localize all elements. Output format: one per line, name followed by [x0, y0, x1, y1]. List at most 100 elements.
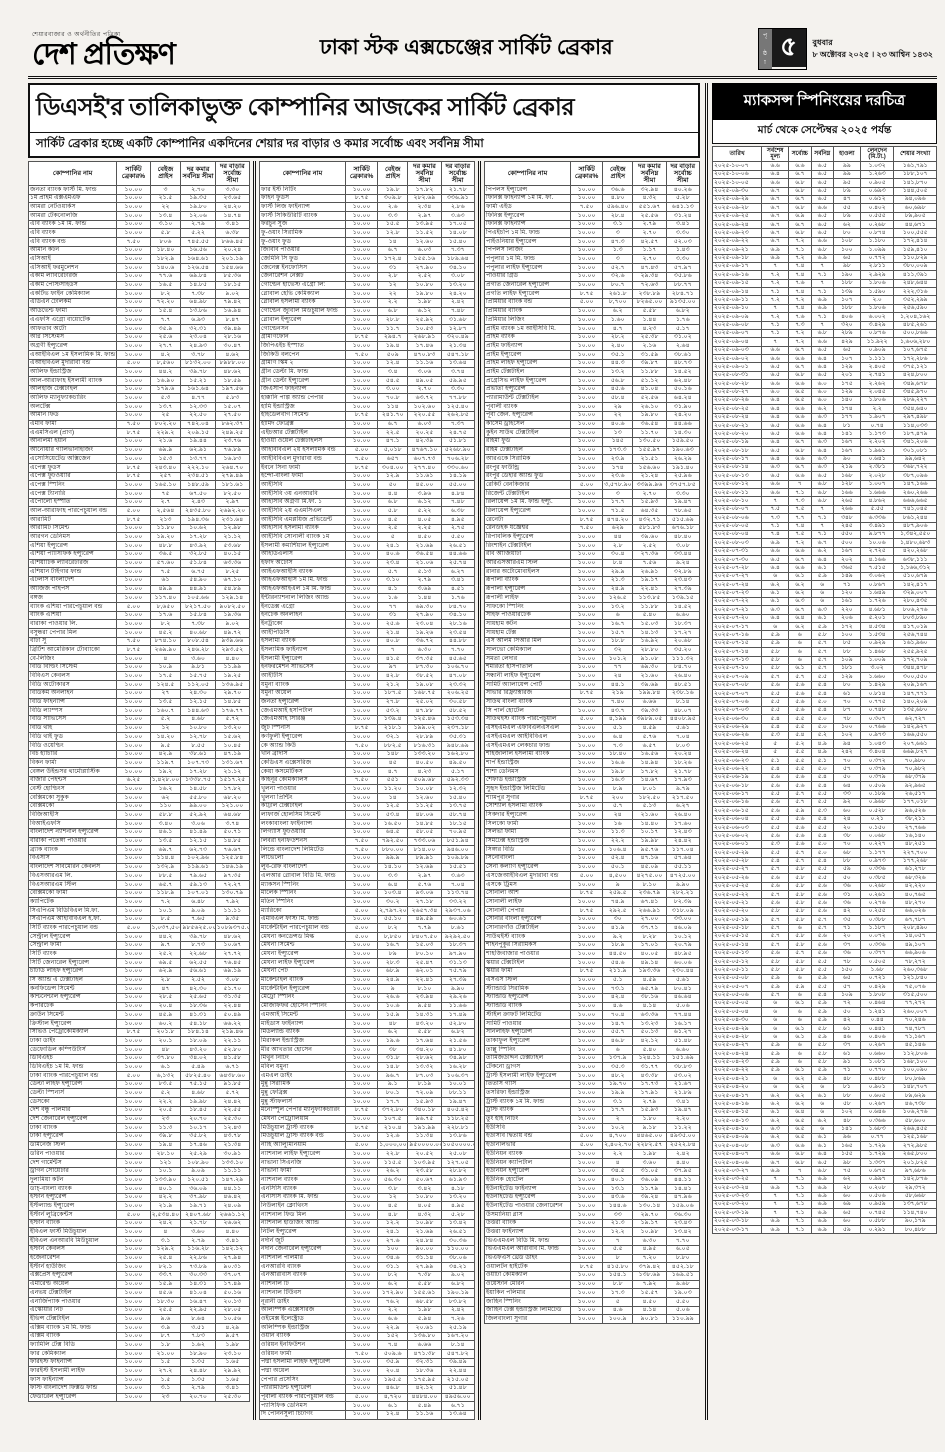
- row-value-cell: ৮০৩,৮৯০: [893, 613, 937, 624]
- row-value-cell: ১০.০০: [116, 306, 151, 317]
- table-row: স্ট্যান্ডার্ড ব্যাংক ১০.০০ ৪.৬ ৪.১৪ ৫.০৬: [484, 1001, 701, 1012]
- row-value-cell: ৯০: [832, 454, 861, 464]
- row-value-cell: ০.৮৭৬: [859, 328, 895, 339]
- row-value-cell: ৬.৮: [788, 370, 812, 381]
- row-value-cell: ১০.০০: [344, 688, 379, 699]
- table-row: ইউনিয়ন ইন্স্যুরেন্স ১০.০০ ৩৪.৫ ৩১.০৫ ৩৭.৯৫: [484, 1166, 701, 1177]
- row-value-cell: ৪১.৯: [602, 923, 634, 934]
- row-value-cell: ১০.০০: [569, 680, 604, 690]
- row-label-cell: সাউথইস্ট ব্যাংক পারপেচুয়াল: [484, 714, 571, 725]
- row-label-cell: পেপার প্রসেসিং: [259, 1375, 346, 1385]
- row-label-cell: ডাচ্-বাংলা ব্যাংক: [27, 1184, 118, 1194]
- row-value-cell: ০.৭৭৫: [859, 697, 895, 707]
- row-value-cell: ৫.৪: [810, 856, 834, 866]
- row-value-cell: ২০৬.২৫: [440, 688, 476, 699]
- row-value-cell: ৬.৭: [788, 437, 812, 448]
- table-row: এমারেল্ড অয়েল ১০.০০ ১৫.৯ ১৪.৩১ ১৭.৪৯: [27, 1279, 251, 1290]
- table-row: সামিট অ্যালায়েন্স পোর্ট ১০.০০ ৪৪.১ ৩৯.৬৯ ৪৮…: [484, 680, 701, 690]
- row-value-cell: ১০৫০০০০.০০: [440, 1140, 476, 1151]
- row-value-cell: ৬: [810, 588, 834, 598]
- row-value-cell: ২২.৪৪: [440, 1366, 476, 1377]
- row-value-cell: ৫.৪: [761, 722, 790, 732]
- row-value-cell: ০.২৫৫: [859, 906, 895, 917]
- row-label-cell: ২০২৫-০৭-০৬: [711, 697, 763, 707]
- row-label-cell: ন্যাশনাল টিউবস: [259, 1288, 346, 1298]
- row-value-cell: ৫.৯: [810, 1032, 834, 1042]
- row-value-cell: ১০.০০: [116, 567, 151, 577]
- row-value-cell: ৫.২৮: [440, 1210, 476, 1220]
- row-value-cell: ২৬.৯১: [632, 567, 667, 577]
- row-value-cell: ৩৩.৪৪: [665, 549, 701, 560]
- row-value-cell: ২৪৬.২৮: [180, 645, 216, 656]
- row-value-cell: ৮.৫৫: [180, 740, 216, 751]
- table-row: ইউনাইটেড ফাইন্যান্স ১০.০০ ১৩.১ ১১.৭৯ ১৪.৪১: [484, 1184, 701, 1194]
- row-value-cell: ৩: [602, 489, 634, 499]
- row-label-cell: ইভিন্স টেক্সটাইল: [27, 1314, 118, 1324]
- row-value-cell: ১৭৭,২৬৮: [893, 856, 937, 866]
- table-row: ২০২৫-০৬-১৫ ৫.৬ ৫.৯ ৫.৩ ৬০ ০.৫২৮ ৯৬,৫২৬: [711, 806, 937, 816]
- row-value-cell: ৬.০০২: [859, 312, 895, 322]
- row-value-cell: ১৫.৯: [377, 1010, 409, 1020]
- row-value-cell: ৩.৪২৯: [859, 320, 895, 330]
- row-value-cell: ২৬০,২৬৬: [893, 487, 937, 498]
- row-value-cell: ৬.৯: [761, 245, 790, 255]
- row-value-cell: ১.০৩২: [859, 161, 895, 171]
- row-value-cell: ১০.০০: [344, 263, 379, 273]
- row-value-cell: ৭.১: [788, 245, 812, 255]
- row-value-cell: ৬২.৭৩: [180, 845, 216, 855]
- row-value-cell: ৩৯.৪৯: [440, 1357, 476, 1368]
- row-value-cell: ৬: [761, 1082, 790, 1093]
- row-value-cell: ৩.০৬: [180, 819, 216, 829]
- row-value-cell: ২১.৫: [149, 193, 182, 204]
- row-value-cell: ১০.০০: [569, 454, 604, 464]
- row-value-cell: ৬.২৫: [116, 775, 151, 786]
- row-value-cell: ৬৮.৯: [377, 966, 409, 977]
- row-value-cell: ৬.৭: [788, 345, 812, 356]
- row-value-cell: ২৯.২৬: [440, 992, 476, 1003]
- table-row: উত্তরা ব্যাংক ১০.০০ ২১.৩ ১৯.১৭ ২৩.৪৩: [484, 1218, 701, 1229]
- row-value-cell: ২০.৬১: [407, 1323, 442, 1333]
- row-value-cell: ১০.০০: [116, 793, 151, 803]
- table-row: এপেক্স ট্যানারি ১০.০০ ৭৫ ৬৭.৫০ ৮২.৫০: [27, 489, 251, 499]
- row-value-cell: ৪,৭০০: [602, 1131, 634, 1142]
- row-value-cell: ১০.০০: [116, 1079, 151, 1090]
- table-row: ২০২৫-০৮-১১ ৬.৬ ৭.১ ৬.৮ ১৬৬ ১.৬৬৬ ২৬০,২৬৬: [711, 487, 937, 498]
- table-row: সিএপিএম বিডিবিএল মি.ফা. ১০.০০ ১০.১ ৯.০৯ ১১.১…: [27, 906, 251, 916]
- table-row: তামিজউদ্দিন টেক্সটাইল ১০.০০ ১৩৭.৯ ১২৪.১১ ১৫১…: [484, 1053, 701, 1064]
- table-row: প্রাইম টেক্সটাইল ১০.০০ ১৩.২ ১১.৮৮ ১৪.৫২: [484, 367, 701, 378]
- row-label-cell: জনতা ইন্স্যুরেন্স: [259, 697, 346, 708]
- row-value-cell: ৬.৬: [810, 337, 834, 347]
- row-value-cell: ৫.৫: [810, 789, 834, 799]
- row-value-cell: ৩০.৪৭: [214, 341, 251, 351]
- row-value-cell: ১৫.৬২: [214, 732, 251, 742]
- row-value-cell: ৩: [602, 228, 634, 239]
- table-row: ২০২৫-০৪-২৯ ৬ ৬.১ ৫.৮ ৬১ ০.৪৪১ ৭৪,৭৮৭: [711, 1023, 937, 1034]
- row-value-cell: ১৪.০৮: [440, 228, 476, 239]
- row-value-cell: ১০.০০: [569, 393, 604, 404]
- table-row: ২০২৫-০৬-০১ ৫.৩ ৫.৬ ৫.০ ৭০ ০.২২৭ ৪৮,২৫১: [711, 839, 937, 850]
- row-value-cell: ১০.০০: [344, 436, 379, 447]
- row-value-cell: ১৩.১: [602, 1184, 634, 1194]
- row-value-cell: ৫.৬: [761, 781, 790, 791]
- row-value-cell: ৭.৩: [788, 496, 812, 506]
- row-value-cell: ১২০: [832, 588, 861, 598]
- table-row: অলটেক্স ১০.০০ ১৩.৭ ১২.৩৩ ১৫.০৭: [27, 402, 251, 412]
- row-value-cell: ১০.০০: [569, 1270, 604, 1281]
- maksons-panel: ম্যাকসন্স স্পিনিংয়ের দরচিত্র মার্চ থেকে…: [705, 83, 937, 1420]
- table-row: ইনট্রাকো ১০.০০ ২৫.৬ ২৩.০৪ ২৮.১৬: [259, 619, 476, 629]
- row-value-cell: ২৫.৫: [149, 1305, 182, 1316]
- row-value-cell: ৯০,১৭৯: [893, 1216, 937, 1227]
- row-value-cell: ১২.১৫: [180, 697, 216, 708]
- table-row: শ্যামপুর সুগার ৮.৭৫ ২০০ ১৮২.৫০ ২১৭.৫০: [484, 793, 701, 803]
- row-value-cell: ৬০.২: [149, 1018, 182, 1029]
- row-value-cell: ৭৮,২৭২: [893, 956, 937, 967]
- row-value-cell: ৫১.৪৮: [440, 1383, 476, 1394]
- row-value-cell: ৬.১: [788, 1065, 812, 1076]
- row-label-cell: ২০২৫-০৭-১৩: [711, 655, 763, 665]
- row-value-cell: ৬.৫: [810, 219, 834, 230]
- row-value-cell: ৬.৮: [810, 496, 834, 506]
- row-label-cell: ২০২৫-০৫-০৬: [711, 990, 763, 1000]
- row-value-cell: ২১৭.৫০: [665, 793, 701, 803]
- row-value-cell: ৩৯.৬০: [632, 532, 667, 543]
- row-label-cell: ওরিয়ন ইনফিউশন: [259, 1340, 346, 1351]
